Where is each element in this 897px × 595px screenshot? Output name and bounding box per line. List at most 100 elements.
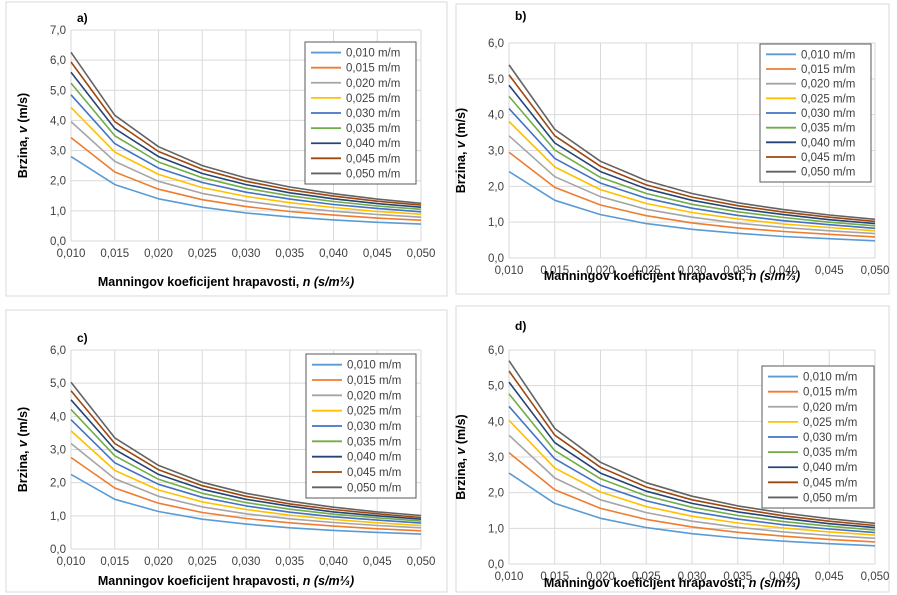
x-tick-label: 0,030 bbox=[678, 571, 707, 583]
legend-entry: 0,045 m/m bbox=[347, 467, 401, 479]
series-line bbox=[508, 393, 876, 531]
x-tick-label: 0,035 bbox=[275, 556, 304, 568]
y-axis-label-var: v bbox=[454, 140, 468, 148]
y-tick-label: 2,0 bbox=[488, 181, 504, 193]
x-tick-label: 0,040 bbox=[769, 265, 798, 277]
series-line bbox=[70, 419, 422, 524]
series-line bbox=[70, 456, 422, 532]
x-axis-label: Manningov koeficijent hrapavosti, n (s/m… bbox=[98, 574, 354, 588]
y-tick-label: 6,0 bbox=[488, 38, 504, 50]
x-tick-label: 0,040 bbox=[319, 248, 348, 260]
x-tick-label: 0,025 bbox=[632, 571, 661, 583]
x-tick-label: 0,010 bbox=[57, 556, 86, 568]
chart-panel-b: 0,0 1,0 2,0 3,0 4,0 5,0 6,0 0,010 0,015 0,020 0,02… bbox=[449, 0, 897, 298]
legend-entry: 0,035 m/m bbox=[801, 123, 855, 135]
panel-label: d) bbox=[515, 319, 526, 333]
x-tick-label: 0,025 bbox=[188, 556, 217, 568]
x-tick-label: 0,020 bbox=[144, 248, 173, 260]
y-axis-label-text: Brzina, bbox=[16, 133, 30, 178]
y-tick-label: 1,0 bbox=[50, 206, 66, 218]
y-tick-label: 4,0 bbox=[488, 416, 504, 428]
x-tick-label: 0,035 bbox=[723, 265, 752, 277]
series-line bbox=[508, 120, 876, 232]
legend-entry: 0,015 m/m bbox=[346, 63, 400, 75]
legend-entry: 0,025 m/m bbox=[346, 93, 400, 105]
series-line bbox=[508, 381, 876, 529]
y-tick-label: 6,0 bbox=[50, 345, 66, 357]
y-axis-label-text: Brzina, bbox=[16, 447, 30, 492]
x-tick-label: 0,015 bbox=[540, 265, 569, 277]
legend-entry: 0,045 m/m bbox=[801, 152, 855, 164]
y-tick-label: 2,0 bbox=[50, 478, 66, 490]
y-tick-label: 4,0 bbox=[488, 110, 504, 122]
series-line bbox=[508, 405, 876, 534]
x-tick-label: 0,020 bbox=[586, 265, 615, 277]
series-line bbox=[508, 370, 876, 527]
legend-entry: 0,050 m/m bbox=[803, 492, 857, 504]
x-axis-label-var: n (s/m⅓) bbox=[749, 269, 800, 283]
x-axis-label-var: n (s/m⅓) bbox=[303, 275, 354, 289]
y-tick-label: 6,0 bbox=[50, 55, 66, 67]
chart-svg-d: 0,0 1,0 2,0 3,0 4,0 5,0 6,0 0,010 0,015 0,020 0,02… bbox=[454, 305, 890, 593]
x-tick-label: 0,045 bbox=[815, 265, 844, 277]
series-line bbox=[508, 64, 876, 221]
series-line bbox=[70, 82, 422, 211]
chart-svg-a: 0,0 1,0 2,0 3,0 4,0 5,0 6,0 7,0 0,010 0,015 0,020 0… bbox=[5, 1, 448, 297]
legend-entry: 0,020 m/m bbox=[346, 78, 400, 90]
legend-entry: 0,050 m/m bbox=[346, 168, 400, 180]
legend-entry: 0,040 m/m bbox=[803, 462, 857, 474]
y-axis-label-unit: (m/s) bbox=[454, 108, 468, 141]
x-tick-label: 0,010 bbox=[57, 248, 86, 260]
x-tick-label: 0,025 bbox=[632, 265, 661, 277]
chart-panel-a: 0,0 1,0 2,0 3,0 4,0 5,0 6,0 7,0 0,010 0,015 0,020 0… bbox=[0, 0, 449, 298]
series-line bbox=[70, 381, 422, 517]
x-tick-label: 0,020 bbox=[586, 571, 615, 583]
legend-entry: 0,020 m/m bbox=[801, 79, 855, 91]
y-tick-label: 5,0 bbox=[488, 74, 504, 86]
series-line bbox=[70, 51, 422, 205]
y-axis-label-var: v bbox=[16, 125, 30, 133]
series-line bbox=[508, 472, 876, 547]
legend-entry: 0,045 m/m bbox=[346, 153, 400, 165]
x-axis-label-text: Manningov koeficijent hrapavosti, bbox=[544, 269, 749, 283]
y-axis-label-unit: (m/s) bbox=[16, 407, 30, 440]
legend-entry: 0,015 m/m bbox=[347, 375, 401, 387]
y-axis-label-text: Brzina, bbox=[454, 455, 468, 500]
x-tick-label: 0,030 bbox=[678, 265, 707, 277]
x-axis-label: Manningov koeficijent hrapavosti, n (s/m… bbox=[98, 275, 354, 289]
series-line bbox=[70, 71, 422, 208]
x-tick-label: 0,030 bbox=[232, 556, 261, 568]
x-tick-label: 0,020 bbox=[144, 556, 173, 568]
legend-entry: 0,010 m/m bbox=[346, 48, 400, 60]
legend-entry: 0,015 m/m bbox=[803, 387, 857, 399]
panel-label: b) bbox=[515, 9, 526, 23]
y-tick-label: 3,0 bbox=[488, 146, 504, 158]
chart-panel-c: 0,0 1,0 2,0 3,0 4,0 5,0 6,0 0,010 0,015 0,020 0,02… bbox=[0, 298, 449, 595]
legend-entry: 0,010 m/m bbox=[801, 49, 855, 61]
legend-entry: 0,010 m/m bbox=[347, 360, 401, 372]
series-line bbox=[70, 155, 422, 225]
legend-entry: 0,025 m/m bbox=[347, 406, 401, 418]
panel-label: c) bbox=[77, 331, 88, 345]
x-tick-label: 0,050 bbox=[861, 571, 890, 583]
x-tick-label: 0,050 bbox=[407, 248, 436, 260]
x-tick-label: 0,045 bbox=[363, 248, 392, 260]
x-tick-label: 0,045 bbox=[815, 571, 844, 583]
x-tick-label: 0,015 bbox=[100, 556, 129, 568]
series-line bbox=[70, 408, 422, 522]
y-axis-label: Brzina, v (m/s) bbox=[16, 407, 30, 492]
y-tick-label: 0,0 bbox=[488, 253, 504, 265]
legend-entry: 0,040 m/m bbox=[801, 137, 855, 149]
y-axis-label-var: v bbox=[16, 439, 30, 447]
series-line bbox=[508, 84, 876, 225]
y-axis-label: Brzina, v (m/s) bbox=[454, 414, 468, 499]
x-tick-label: 0,030 bbox=[232, 248, 261, 260]
y-tick-label: 1,0 bbox=[50, 511, 66, 523]
series-line bbox=[508, 170, 876, 242]
x-tick-label: 0,015 bbox=[540, 571, 569, 583]
legend-entry: 0,025 m/m bbox=[801, 93, 855, 105]
panel-label: a) bbox=[77, 11, 88, 25]
series-line bbox=[70, 390, 422, 519]
series-line bbox=[508, 360, 876, 525]
x-tick-label: 0,035 bbox=[723, 571, 752, 583]
